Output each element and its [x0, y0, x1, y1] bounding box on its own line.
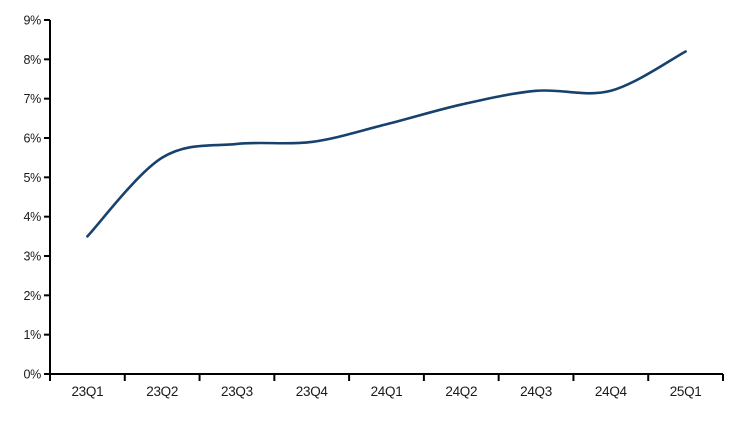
data-line-series: [86, 50, 687, 238]
x-tick-label: 24Q2: [445, 384, 477, 399]
y-tick-label: 6%: [24, 132, 42, 146]
y-tick-label: 0%: [24, 368, 42, 382]
y-tick-label: 2%: [24, 289, 42, 303]
x-tick-label: 23Q3: [221, 384, 253, 399]
y-tick-label: 7%: [24, 92, 42, 106]
x-tick-label: 24Q3: [520, 384, 552, 399]
x-tick-label: 23Q2: [146, 384, 178, 399]
x-tick-label: 24Q4: [595, 384, 628, 399]
y-tick-label: 5%: [24, 171, 42, 185]
x-tick-label: 24Q1: [371, 384, 403, 399]
y-tick-label: 9%: [24, 14, 42, 28]
y-tick-label: 1%: [24, 328, 42, 342]
y-axis: 0% 1% 2% 3% 4% 5% 6% 7% 8% 9%: [24, 14, 50, 382]
x-tick-label: 23Q1: [71, 384, 103, 399]
y-tick-label: 4%: [24, 210, 42, 224]
axes: [49, 20, 723, 375]
y-tick-label: 8%: [24, 53, 42, 67]
x-axis: 23Q1 23Q2 23Q3 23Q4 24Q1 24Q2 24Q3 24Q4 25Q1: [49, 374, 724, 399]
x-tick-label: 23Q4: [296, 384, 329, 399]
y-tick-label: 3%: [24, 250, 42, 264]
x-tick-label: 25Q1: [670, 384, 702, 399]
axis-line: [49, 20, 723, 375]
